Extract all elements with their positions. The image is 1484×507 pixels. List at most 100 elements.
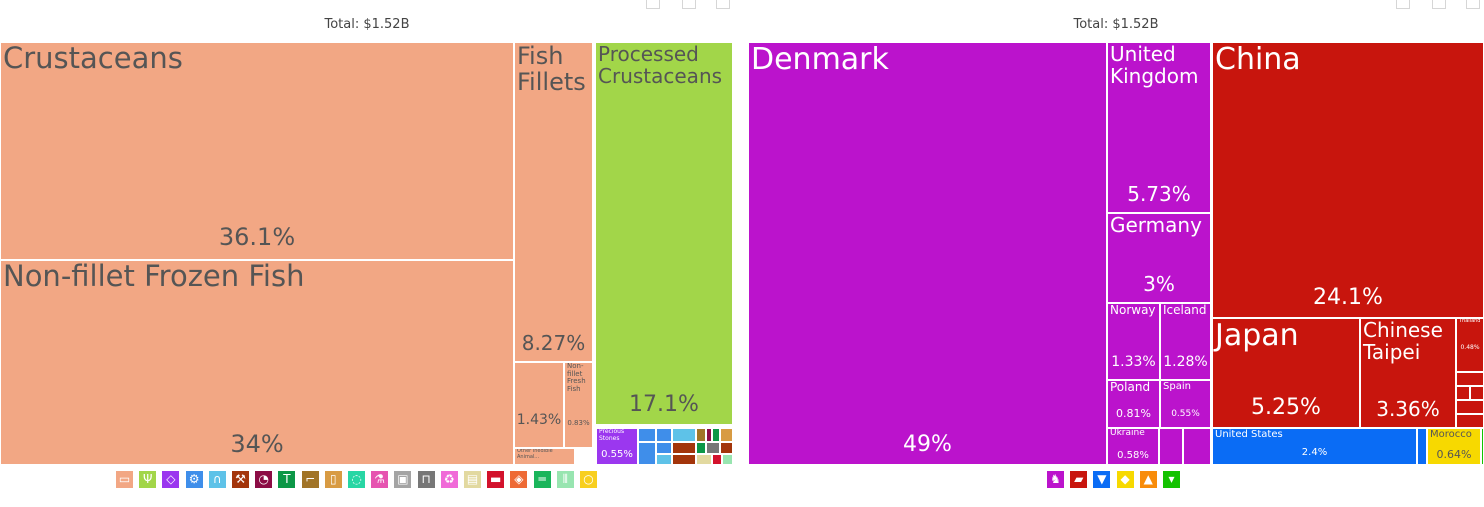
treemap-minor-tile[interactable] [706, 428, 712, 442]
treemap-minor-tile[interactable] [1456, 386, 1470, 400]
precious-stone-icon[interactable]: ◇ [161, 470, 181, 489]
mineral-icon[interactable]: ▯ [323, 470, 343, 489]
table-view-icon[interactable] [646, 0, 660, 9]
treemap-minor-tile[interactable] [1456, 372, 1484, 386]
table-view-icon[interactable] [1396, 0, 1410, 9]
tile-percent: 34% [230, 430, 284, 458]
tile-percent: 49% [903, 432, 952, 457]
tile-percent: 1.43% [516, 412, 562, 428]
africa-icon[interactable]: ◆ [1115, 470, 1135, 489]
stone-icon[interactable]: ▤ [463, 470, 482, 489]
treemap-tile[interactable]: Processed Crustaceans 17.1% [595, 42, 733, 425]
tile-percent: 1.33% [1111, 354, 1156, 370]
paper-icon[interactable]: ▣ [393, 470, 413, 489]
treemap-minor-tile[interactable] [696, 454, 712, 465]
tile-percent: 0.64% [1436, 448, 1472, 461]
asia-icon[interactable]: ▰ [1069, 470, 1089, 489]
machine-icon[interactable]: ⚙ [184, 470, 204, 489]
treemap-tile[interactable]: Non-fillet Frozen Fish 34% [0, 260, 514, 465]
tile-percent: 1.28% [1163, 354, 1208, 370]
tile-label: Processed Crustaceans [598, 42, 723, 88]
destinations-treemap: Denmark 49% United Kingdom 5.73% Germany 3% No… [748, 42, 1484, 465]
products-treemap: Crustaceans 36.1% Non-fillet Frozen Fish 34… [0, 42, 734, 465]
treemap-tile[interactable]: China 24.1% [1212, 42, 1484, 318]
treemap-minor-tile[interactable] [1470, 386, 1484, 400]
image-view-icon[interactable] [682, 0, 696, 9]
treemap-tile[interactable]: Iceland 1.28% [1160, 303, 1211, 380]
north-america-icon[interactable]: ▼ [1092, 470, 1112, 489]
treemap-minor-tile[interactable] [638, 442, 656, 465]
foodstuff-icon[interactable]: ◈ [509, 470, 529, 489]
metal-icon[interactable]: ⚒ [231, 470, 250, 489]
treemap-minor-tile[interactable] [1456, 414, 1484, 428]
treemap-minor-tile[interactable] [672, 442, 696, 454]
treemap-minor-tile[interactable] [1456, 400, 1484, 414]
treemap-tile[interactable]: Other Inedible Animal... [514, 448, 575, 465]
furniture-icon[interactable]: ⊓ [416, 470, 436, 489]
treemap-minor-tile[interactable] [720, 428, 733, 442]
treemap-tile[interactable]: Norway 1.33% [1107, 303, 1160, 380]
oceania-icon[interactable]: ▲ [1138, 470, 1158, 489]
instrument-icon[interactable]: ◔ [254, 470, 274, 489]
tile-percent: 3% [1143, 272, 1175, 296]
image-view-icon[interactable] [1432, 0, 1446, 9]
treemap-tile[interactable]: United States 2.4% [1212, 428, 1417, 465]
treemap-minor-tile[interactable] [706, 442, 720, 454]
treemap-tile[interactable]: Chinese Taipei 3.36% [1360, 318, 1456, 428]
south-america-icon[interactable]: ▾ [1162, 470, 1181, 489]
treemap-minor-tile[interactable] [656, 454, 672, 465]
treemap-minor-tile[interactable] [712, 428, 720, 442]
treemap-minor-tile[interactable] [672, 428, 696, 442]
tile-label: Crustaceans [3, 42, 183, 75]
treemap-tile[interactable]: Japan 5.25% [1212, 318, 1360, 428]
treemap-minor-tile[interactable] [722, 454, 733, 465]
treemap-tile[interactable]: Precious Stones 0.55% [596, 428, 638, 465]
treemap-minor-tile[interactable] [656, 442, 672, 454]
treemap-tile[interactable]: Germany 3% [1107, 213, 1211, 303]
tile-label: Fish Fillets [517, 42, 586, 97]
transportation-icon[interactable]: ▬ [486, 470, 506, 489]
misc-icon[interactable]: ○ [579, 470, 598, 489]
treemap-tile[interactable]: Morocco 0.64% [1427, 428, 1481, 465]
tile-label: Other Inedible Animal... [517, 448, 553, 460]
chemical-icon[interactable]: ⚗ [370, 470, 390, 489]
treemap-minor-tile[interactable] [696, 442, 706, 454]
treemap-tile[interactable]: Denmark 49% [748, 42, 1107, 465]
treemap-minor-tile[interactable] [638, 428, 656, 442]
treemap-tile[interactable]: Non-fillet Fresh Fish 0.83% [564, 362, 593, 448]
treemap-minor-tile[interactable] [672, 454, 696, 465]
treemap-minor-tile[interactable] [1183, 428, 1211, 465]
animal-hide-icon[interactable]: ▭ [115, 470, 134, 489]
tile-percent: 0.58% [1117, 450, 1149, 461]
treemap-tile[interactable]: 1.43% [514, 362, 564, 448]
treemap-tile[interactable]: Fish Fillets 8.27% [514, 42, 593, 362]
treemap-tile[interactable]: Spain 0.55% [1160, 380, 1211, 428]
clothing-icon[interactable]: T [277, 470, 297, 489]
treemap-tile[interactable]: Thailand 0.48% [1456, 318, 1484, 372]
tile-label: Morocco [1430, 429, 1472, 440]
footwear-icon[interactable]: ⌐ [300, 470, 320, 489]
treemap-tile[interactable]: Poland 0.81% [1107, 380, 1160, 428]
tile-percent: 0.48% [1460, 344, 1480, 351]
treemap-tile[interactable]: United Kingdom 5.73% [1107, 42, 1211, 213]
wood-icon[interactable]: ⦀ [555, 470, 575, 489]
treemap-minor-tile[interactable] [1159, 428, 1183, 465]
weapon-icon[interactable]: ═ [532, 470, 552, 489]
europe-icon[interactable]: ♞ [1046, 470, 1065, 489]
share-icon[interactable] [1466, 0, 1480, 9]
textile-icon[interactable]: ∩ [207, 470, 227, 489]
tile-percent: 5.73% [1127, 182, 1191, 206]
treemap-minor-tile[interactable] [656, 428, 672, 442]
tile-percent: 0.83% [567, 419, 590, 427]
vegetable-icon[interactable]: Ψ [138, 470, 158, 489]
animal-product-icon[interactable]: ◌ [347, 470, 366, 489]
treemap-minor-tile[interactable] [696, 428, 706, 442]
treemap-minor-tile[interactable] [712, 454, 722, 465]
treemap-minor-tile[interactable] [1417, 428, 1427, 465]
treemap-minor-tile[interactable] [720, 442, 733, 454]
treemap-tile[interactable]: Ukraine 0.58% [1107, 428, 1159, 465]
treemap-tile[interactable]: Crustaceans 36.1% [0, 42, 514, 260]
share-icon[interactable] [716, 0, 730, 9]
tile-percent: 36.1% [218, 223, 296, 251]
plastic-icon[interactable]: ♻ [439, 470, 459, 489]
